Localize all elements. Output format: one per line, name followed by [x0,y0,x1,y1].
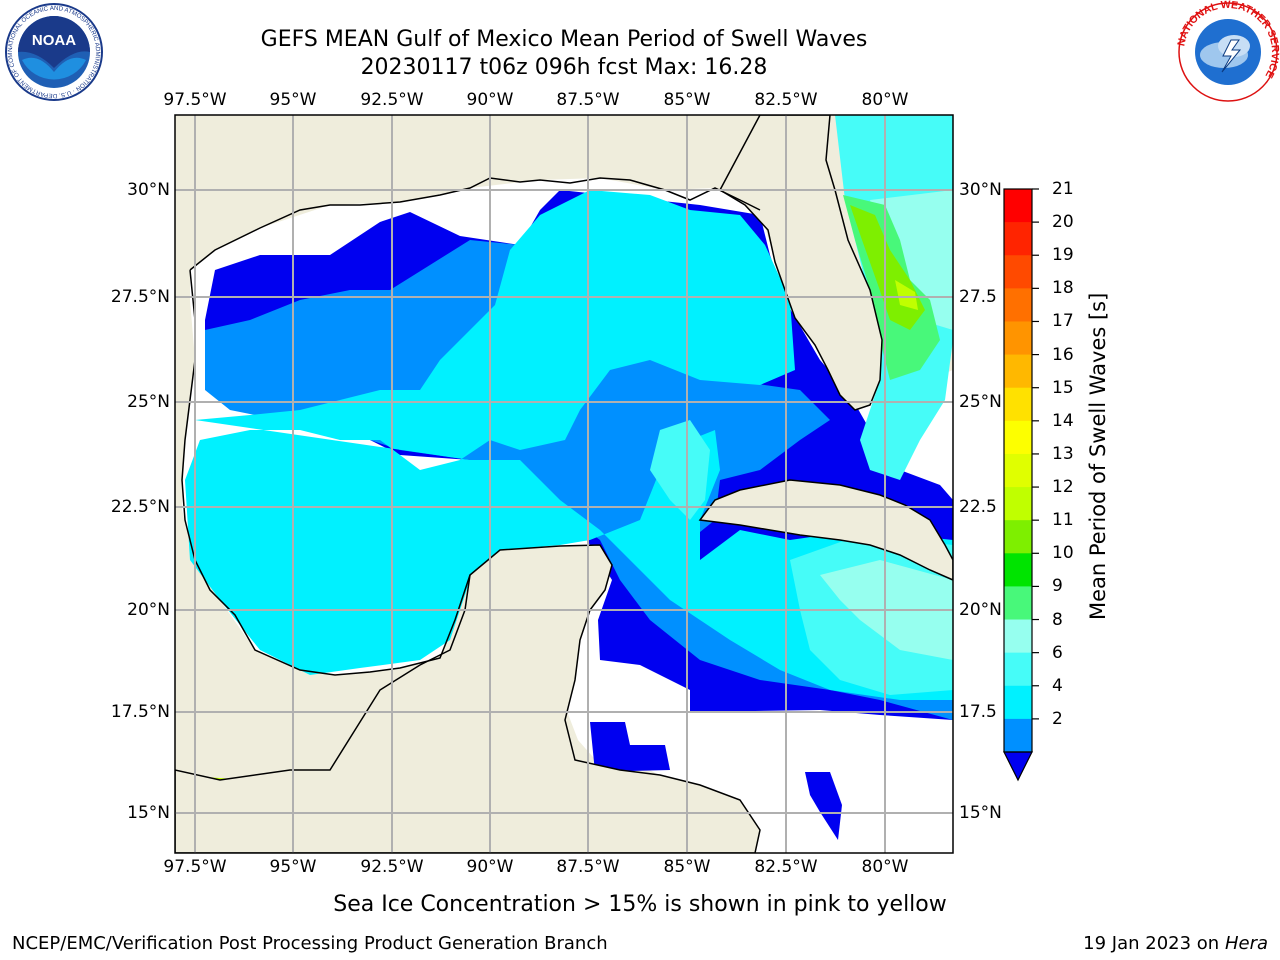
lat-tick-right: 15°N [959,803,1002,823]
colorbar-tick-label: 10 [1052,543,1074,564]
colorbar-band [1004,222,1032,256]
footer-date: 19 Jan 2023 on Hera [1083,933,1268,955]
colorbar-band [1004,453,1032,488]
noaa-logo-icon: NOAA NATIONAL OCEANIC AND ATMOSPHERIC AD… [4,2,103,101]
lat-tick-left: 20°N [127,600,170,620]
colorbar-tick-label: 4 [1052,675,1063,696]
colorbar-tick-label: 20 [1052,212,1074,233]
map-frame [174,114,954,854]
coastline-gulf [181,177,761,676]
lon-tick-top: 87.5°W [556,90,620,110]
colorbar-band [1004,487,1032,521]
colorbar-tick-label: 13 [1052,443,1074,464]
lat-tick-left: 15°N [127,803,170,823]
swell-cyan [185,190,953,700]
lat-tick-left: 17.5°N [110,702,170,722]
lon-tick-bottom: 82.5°W [754,857,818,877]
colorbar-band [1004,652,1032,687]
colorbar-tick-label: 8 [1052,609,1063,630]
lat-tick-right: 20°N [959,600,1002,620]
colorbar-tick-label: 6 [1052,642,1063,663]
lat-tick-left: 22.5°N [110,497,170,517]
colorbar-band [1004,420,1032,455]
colorbar-band [1004,619,1032,654]
colorbar-band [1004,718,1032,753]
lon-tick-top: 90°W [466,90,514,110]
lon-tick-bottom: 92.5°W [360,857,424,877]
colorbar-band [1004,255,1032,289]
colorbar-band [1004,288,1032,322]
land-cuba [698,479,953,581]
lon-tick-top: 82.5°W [754,90,818,110]
lon-tick-bottom: 87.5°W [556,857,620,877]
colorbar-extend-arrow [1003,751,1033,782]
sea-ice-note: Sea Ice Concentration > 15% is shown in … [333,892,947,917]
lat-tick-left: 30°N [127,180,170,200]
colorbar-tick-label: 2 [1052,708,1063,729]
gridlines [175,115,953,853]
swell-light-cyan [650,420,710,520]
lat-tick-right: 22.5 [959,497,997,517]
lat-tick-right: 25°N [959,392,1002,412]
footer-machine: Hera [1224,933,1268,954]
swell-lime [895,280,918,310]
colorbar-band [1004,520,1032,554]
lon-tick-top: 97.5°W [163,90,227,110]
colorbar-band [1004,189,1032,223]
lat-tick-right: 17.5 [959,702,997,722]
noaa-logo-text: NOAA [32,32,76,49]
colorbar-band [1004,586,1032,621]
colorbar-tick-label: 15 [1052,377,1074,398]
lon-tick-bottom: 95°W [269,857,317,877]
colorbar-tick-label: 21 [1052,179,1074,199]
lat-tick-right: 27.5 [959,287,997,307]
colorbar-band [1004,553,1032,587]
colorbar-tick-label: 9 [1052,576,1063,597]
lon-tick-top: 95°W [269,90,317,110]
colorbar-tick-label: 16 [1052,344,1074,365]
colorbar-tick-label: 12 [1052,477,1074,498]
lon-tick-bottom: 80°W [861,857,909,877]
footer-date-text: 19 Jan 2023 on [1083,933,1225,954]
colorbar-band [1004,685,1032,720]
lon-tick-bottom: 85°W [663,857,711,877]
colorbar-tick-label: 18 [1052,278,1074,299]
colorbar-band [1004,321,1032,356]
colorbar-tick-label: 11 [1052,510,1074,531]
nws-logo-icon: NATIONAL WEATHER SERVICE [1176,0,1280,102]
colorbar-title: Mean Period of Swell Waves [s] [1086,292,1110,620]
lat-tick-left: 27.5°N [110,287,170,307]
swell-dark-blue-east [805,772,842,840]
land-yucatan [175,544,761,853]
colorbar-tick-label: 14 [1052,410,1074,431]
lon-tick-bottom: 90°W [466,857,514,877]
lat-tick-left: 25°N [127,392,170,412]
map-subtitle: 20230117 t06z 096h fcst Max: 16.28 [360,55,768,80]
map-title: GEFS MEAN Gulf of Mexico Mean Period of … [260,27,868,52]
lon-tick-top: 85°W [663,90,711,110]
colorbar-tick-label: 19 [1052,245,1074,266]
swell-dark-blue-south [590,722,670,772]
colorbar-band [1004,354,1032,389]
colorbar [1003,188,1039,782]
colorbar-band [1004,387,1032,422]
lon-tick-top: 92.5°W [360,90,424,110]
lon-tick-bottom: 97.5°W [163,857,227,877]
colorbar-tick-label: 17 [1052,311,1074,332]
lon-tick-top: 80°W [861,90,909,110]
footer-credit: NCEP/EMC/Verification Post Processing Pr… [12,933,608,954]
lat-tick-right: 30°N [959,180,1002,200]
colorbar-frame [1003,188,1033,753]
